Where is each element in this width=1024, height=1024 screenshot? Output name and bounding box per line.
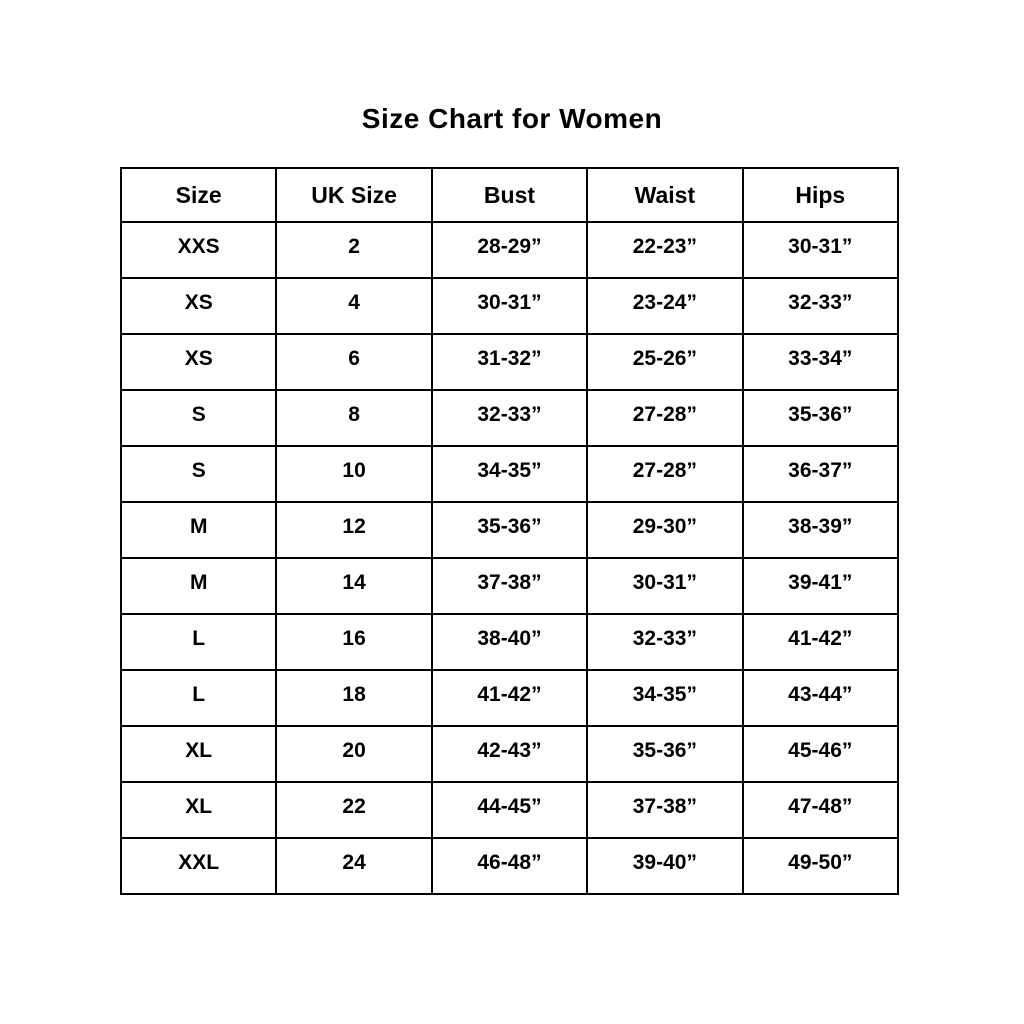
table-cell: 39-40” [586,837,744,895]
table-header: Size UK Size Bust Waist Hips [119,167,900,223]
table-cell: XXS [119,221,278,279]
table-cell: XL [119,725,278,783]
table-cell: M [119,501,278,559]
table-cell: 20 [275,725,433,783]
table-cell: 47-48” [741,781,900,839]
table-cell: 32-33” [741,277,900,335]
table-cell: 27-28” [586,389,744,447]
table-row: XL 22 44-45” 37-38” 47-48” [119,781,900,839]
column-header: Size [119,167,278,223]
table-cell: 18 [275,669,433,727]
table-cell: XS [119,277,278,335]
table-cell: 43-44” [741,669,900,727]
table-cell: XS [119,333,278,391]
table-row: L 16 38-40” 32-33” 41-42” [119,613,900,671]
table-row: XL 20 42-43” 35-36” 45-46” [119,725,900,783]
table-body: XXS 2 28-29” 22-23” 30-31” XS 4 30-31” 23-24” 32-… [119,221,900,895]
table-cell: 22 [275,781,433,839]
column-header: Hips [741,167,900,223]
table-row: L 18 41-42” 34-35” 43-44” [119,669,900,727]
table-row: XXS 2 28-29” 22-23” 30-31” [119,221,900,279]
table-cell: 34-35” [586,669,744,727]
table-cell: 29-30” [586,501,744,559]
table-row: M 12 35-36” 29-30” 38-39” [119,501,900,559]
table-cell: 41-42” [741,613,900,671]
table-cell: S [119,445,278,503]
table-row: XXL 24 46-48” 39-40” 49-50” [119,837,900,895]
table-cell: 4 [275,277,433,335]
table-cell: 32-33” [430,389,589,447]
table-cell: 35-36” [586,725,744,783]
table-cell: 36-37” [741,445,900,503]
table-cell: 35-36” [430,501,589,559]
table-row: XS 4 30-31” 23-24” 32-33” [119,277,900,335]
table-cell: 44-45” [430,781,589,839]
table-cell: 37-38” [586,781,744,839]
table-row: S 10 34-35” 27-28” 36-37” [119,445,900,503]
table-cell: 39-41” [741,557,900,615]
table-cell: 27-28” [586,445,744,503]
column-header: UK Size [275,167,433,223]
table-cell: 49-50” [741,837,900,895]
table-cell: 8 [275,389,433,447]
table-cell: 34-35” [430,445,589,503]
table-cell: XXL [119,837,278,895]
table-cell: S [119,389,278,447]
table-cell: 24 [275,837,433,895]
page-title: Size Chart for Women [361,103,663,134]
table-cell: M [119,557,278,615]
table-cell: 31-32” [430,333,589,391]
table-cell: XL [119,781,278,839]
table-cell: 32-33” [586,613,744,671]
table-cell: 46-48” [430,837,589,895]
table-cell: 30-31” [430,277,589,335]
column-header: Waist [586,167,744,223]
table-cell: 41-42” [430,669,589,727]
table-cell: 2 [275,221,433,279]
table-cell: 42-43” [430,725,589,783]
table-cell: L [119,613,278,671]
table-cell: 35-36” [741,389,900,447]
table-cell: L [119,669,278,727]
table-row: M 14 37-38” 30-31” 39-41” [119,557,900,615]
table-row: XS 6 31-32” 25-26” 33-34” [119,333,900,391]
table-cell: 25-26” [586,333,744,391]
table-header-row: Size UK Size Bust Waist Hips [119,167,900,223]
table-cell: 22-23” [586,221,744,279]
table-cell: 28-29” [430,221,589,279]
table-cell: 33-34” [741,333,900,391]
table-cell: 10 [275,445,433,503]
table-cell: 23-24” [586,277,744,335]
table-cell: 12 [275,501,433,559]
table-cell: 38-40” [430,613,589,671]
table-cell: 37-38” [430,557,589,615]
column-header: Bust [430,167,589,223]
table-cell: 6 [275,333,433,391]
table-row: S 8 32-33” 27-28” 35-36” [119,389,900,447]
table-cell: 45-46” [741,725,900,783]
size-chart-table: Size UK Size Bust Waist Hips XXS 2 28-29” 22-23… [119,167,900,895]
table-cell: 14 [275,557,433,615]
table-cell: 16 [275,613,433,671]
table-cell: 30-31” [586,557,744,615]
table-cell: 30-31” [741,221,900,279]
table-cell: 38-39” [741,501,900,559]
